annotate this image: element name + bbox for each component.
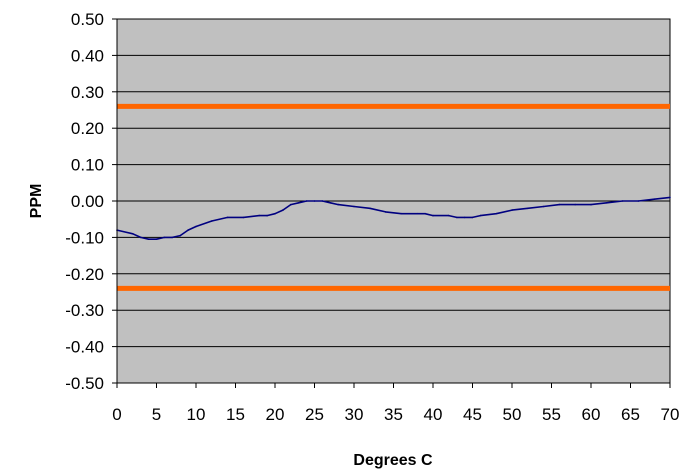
y-tick-label: 0.40 — [71, 46, 104, 65]
data-point — [574, 203, 576, 206]
gridlines — [117, 54, 670, 348]
data-point — [463, 216, 466, 219]
data-point — [527, 207, 529, 210]
x-tick-label: 0 — [112, 405, 121, 424]
y-tick-label: 0.00 — [71, 192, 104, 211]
data-point — [637, 200, 640, 202]
y-tick-label: -0.10 — [65, 228, 104, 247]
data-point — [274, 212, 276, 215]
data-point — [448, 214, 450, 217]
data-point — [621, 200, 624, 202]
data-point — [669, 196, 671, 199]
series-group — [116, 196, 671, 240]
data-point — [384, 211, 387, 213]
y-tick-label: -0.40 — [65, 338, 104, 357]
data-point — [416, 212, 419, 215]
data-point — [653, 198, 655, 200]
data-point — [211, 220, 213, 222]
data-point — [479, 214, 482, 217]
y-tick-label: 0.10 — [71, 156, 104, 175]
data-point — [455, 216, 458, 219]
data-point — [155, 238, 158, 240]
data-point — [424, 212, 426, 215]
x-tick-label: 65 — [621, 405, 640, 424]
data-point — [337, 203, 340, 206]
data-point — [171, 236, 174, 239]
data-point — [495, 212, 498, 215]
series-line-0 — [116, 196, 671, 240]
data-point — [139, 236, 142, 239]
axes — [112, 18, 671, 388]
data-point — [558, 203, 561, 206]
data-point — [305, 200, 308, 202]
data-point — [163, 236, 166, 239]
x-tick-label: 50 — [503, 405, 522, 424]
data-point — [353, 205, 355, 208]
data-point — [329, 202, 332, 204]
data-point — [297, 202, 300, 204]
x-tick-label: 20 — [266, 405, 285, 424]
x-tick-label: 15 — [226, 405, 245, 424]
data-point — [606, 202, 608, 204]
y-tick-label: 0.20 — [71, 119, 104, 138]
data-point — [313, 200, 316, 202]
x-tick-labels: 0 5 10 15 20 25 30 35 40 45 50 55 60 65 70 — [112, 405, 679, 424]
data-point — [471, 216, 474, 219]
y-tick-label: 0.50 — [71, 10, 104, 29]
data-point — [400, 212, 403, 215]
y-tick-labels: 0.50 0.40 0.30 0.20 0.10 0.00 -0.10 -0.20 -0.30 -… — [65, 10, 104, 393]
data-point — [226, 216, 229, 219]
data-point — [321, 200, 324, 202]
x-tick-label: 10 — [187, 405, 206, 424]
data-point — [132, 233, 134, 235]
data-point — [590, 203, 592, 206]
x-axis-title: Degrees C — [353, 452, 433, 469]
data-point — [195, 225, 197, 228]
reference-lines — [117, 103, 670, 291]
y-tick-label: 0.30 — [71, 83, 104, 102]
data-point — [432, 214, 434, 217]
data-point — [282, 209, 284, 211]
y-tick-label: -0.30 — [65, 301, 104, 320]
x-tick-label: 5 — [152, 405, 161, 424]
x-tick-label: 60 — [582, 405, 601, 424]
x-tick-label: 40 — [424, 405, 443, 424]
y-axis-title: PPM — [28, 184, 45, 219]
data-point — [242, 216, 245, 219]
data-point — [511, 209, 513, 211]
data-point — [542, 205, 545, 208]
x-tick-label: 25 — [305, 405, 324, 424]
data-point — [187, 229, 189, 231]
x-tick-label: 70 — [661, 405, 680, 424]
data-point — [266, 214, 268, 217]
y-tick-label: -0.50 — [65, 374, 104, 393]
x-tick-label: 35 — [384, 405, 403, 424]
data-point — [147, 238, 150, 240]
data-point — [369, 207, 371, 210]
x-tick-label: 45 — [463, 405, 482, 424]
x-tick-label: 55 — [542, 405, 561, 424]
data-point — [290, 203, 292, 206]
x-tick-label: 30 — [345, 405, 364, 424]
y-tick-label: -0.20 — [65, 265, 104, 284]
data-point — [258, 214, 261, 217]
data-point — [179, 234, 181, 237]
